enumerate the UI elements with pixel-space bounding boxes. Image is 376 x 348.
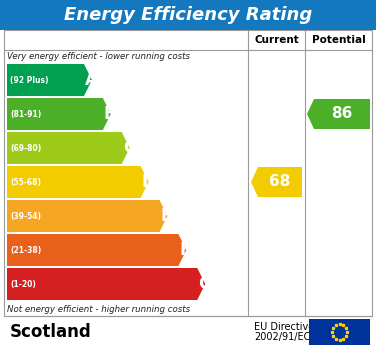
Polygon shape bbox=[7, 268, 205, 300]
Polygon shape bbox=[7, 234, 186, 266]
Text: Scotland: Scotland bbox=[10, 323, 92, 341]
Text: D: D bbox=[142, 173, 155, 191]
Text: F: F bbox=[179, 241, 191, 259]
Text: 2002/91/EC: 2002/91/EC bbox=[254, 332, 310, 342]
Text: (69-80): (69-80) bbox=[10, 143, 41, 152]
Text: B: B bbox=[104, 105, 117, 123]
Text: A: A bbox=[85, 71, 98, 89]
Text: G: G bbox=[198, 275, 212, 293]
Text: Energy Efficiency Rating: Energy Efficiency Rating bbox=[64, 6, 312, 24]
Text: Potential: Potential bbox=[312, 35, 365, 45]
Polygon shape bbox=[7, 166, 149, 198]
Text: (21-38): (21-38) bbox=[10, 245, 41, 254]
Text: (1-20): (1-20) bbox=[10, 279, 36, 288]
Polygon shape bbox=[7, 64, 92, 96]
Polygon shape bbox=[307, 99, 370, 129]
Text: Not energy efficient - higher running costs: Not energy efficient - higher running co… bbox=[7, 305, 190, 314]
Text: 86: 86 bbox=[331, 106, 353, 121]
Text: (92 Plus): (92 Plus) bbox=[10, 76, 49, 85]
Polygon shape bbox=[251, 167, 302, 197]
Text: (39-54): (39-54) bbox=[10, 212, 41, 221]
Text: (55-68): (55-68) bbox=[10, 177, 41, 187]
Text: E: E bbox=[161, 207, 172, 225]
Polygon shape bbox=[7, 132, 130, 164]
Bar bbox=[309, 319, 370, 345]
Text: C: C bbox=[123, 139, 135, 157]
Text: Current: Current bbox=[254, 35, 299, 45]
Polygon shape bbox=[7, 200, 167, 232]
Text: 68: 68 bbox=[269, 174, 291, 190]
Text: Very energy efficient - lower running costs: Very energy efficient - lower running co… bbox=[7, 52, 190, 61]
Bar bbox=[4, 30, 372, 316]
Polygon shape bbox=[7, 98, 111, 130]
Text: (81-91): (81-91) bbox=[10, 110, 41, 119]
Bar bbox=[0, 0, 376, 30]
Text: EU Directive: EU Directive bbox=[254, 322, 314, 332]
